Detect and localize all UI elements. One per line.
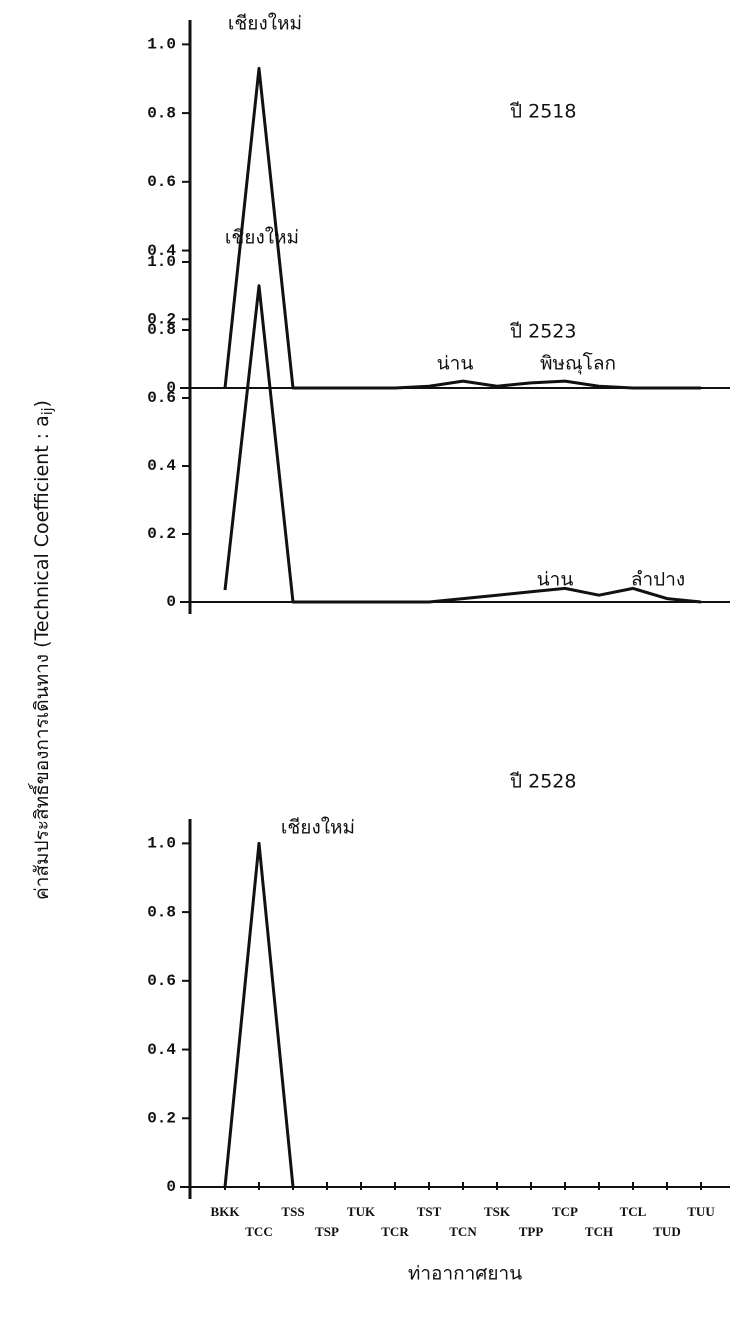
line (225, 843, 293, 1187)
chart: ค่าสัมประสิทธิ์ของการเดินทาง (Technical … (0, 0, 730, 1318)
y-tick-label: 0 (166, 593, 176, 611)
x-tick-label: TCP (552, 1204, 578, 1219)
y-tick-label: 0.8 (147, 104, 176, 122)
year-label: ปี 2518 (509, 101, 576, 123)
x-tick-label: TST (417, 1204, 442, 1219)
y-axis-title-text: ค่าสัมประสิทธิ์ของการเดินทาง (Technical … (27, 415, 53, 900)
annotation: เชียงใหม่ (225, 227, 299, 249)
y-tick-label: 0.6 (147, 173, 176, 191)
y-tick-label: 0.6 (147, 972, 176, 990)
x-tick-label: TCR (381, 1224, 409, 1239)
y-tick-label: 0.4 (147, 457, 176, 475)
line (225, 286, 701, 602)
x-tick-label: TCN (449, 1224, 477, 1239)
x-tick-label: TSP (315, 1224, 339, 1239)
annotation: พิษณุโลก (540, 352, 616, 376)
y-tick-label: 0.8 (147, 903, 176, 921)
y-tick-label: 0.4 (147, 1041, 176, 1059)
annotation: น่าน (437, 353, 474, 375)
page: {"y_label": {"text": "ค่าสัมประสิทธิ์ของ… (0, 0, 730, 1318)
y-tick-label: 0.2 (147, 525, 176, 543)
x-tick-label: TSS (281, 1204, 304, 1219)
annotation: ลำปาง (631, 569, 685, 591)
y-tick-label: 0.8 (147, 321, 176, 339)
x-tick-label: TCC (245, 1224, 272, 1239)
x-tick-label: TSK (484, 1204, 511, 1219)
y-tick-label: 0.2 (147, 1109, 176, 1127)
y-axis-title-close: ) (31, 400, 53, 407)
x-tick-label: TUK (347, 1204, 376, 1219)
x-tick-label: TCH (585, 1224, 613, 1239)
annotation: เชียงใหม่ (228, 13, 302, 35)
y-tick-label: 0.6 (147, 389, 176, 407)
x-axis-title: ท่าอากาศยาน (408, 1263, 522, 1285)
y-axis-title-subscript: ij (40, 407, 56, 415)
year-label: ปี 2523 (509, 321, 576, 343)
y-tick-label: 0 (166, 1178, 176, 1196)
x-tick-label: TCL (620, 1204, 647, 1219)
x-tick-label: TPP (519, 1224, 544, 1239)
y-tick-label: 1.0 (147, 835, 176, 853)
y-axis-title: ค่าสัมประสิทธิ์ของการเดินทาง (Technical … (27, 400, 57, 900)
y-tick-label: 1.0 (147, 253, 176, 271)
x-tick-label: TUD (653, 1224, 680, 1239)
year-label: ปี 2528 (509, 771, 576, 793)
x-tick-label: BKK (211, 1204, 241, 1219)
annotation: เชียงใหม่ (281, 817, 355, 839)
x-tick-label: TUU (687, 1204, 715, 1219)
annotation: น่าน (537, 569, 574, 591)
y-tick-label: 1.0 (147, 36, 176, 54)
